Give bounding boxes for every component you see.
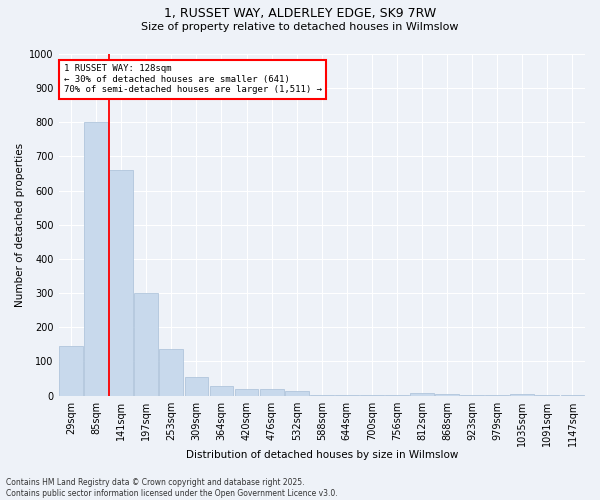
Text: 1, RUSSET WAY, ALDERLEY EDGE, SK9 7RW: 1, RUSSET WAY, ALDERLEY EDGE, SK9 7RW xyxy=(164,8,436,20)
Y-axis label: Number of detached properties: Number of detached properties xyxy=(15,142,25,307)
Bar xyxy=(360,395,384,396)
Bar xyxy=(385,395,409,396)
Bar xyxy=(285,391,308,396)
Text: Size of property relative to detached houses in Wilmslow: Size of property relative to detached ho… xyxy=(141,22,459,32)
Bar xyxy=(235,390,259,396)
Bar xyxy=(209,386,233,396)
Bar xyxy=(84,122,108,396)
Bar xyxy=(160,350,183,396)
X-axis label: Distribution of detached houses by size in Wilmslow: Distribution of detached houses by size … xyxy=(185,450,458,460)
Text: 1 RUSSET WAY: 128sqm
← 30% of detached houses are smaller (641)
70% of semi-deta: 1 RUSSET WAY: 128sqm ← 30% of detached h… xyxy=(64,64,322,94)
Bar xyxy=(109,170,133,396)
Bar xyxy=(59,346,83,396)
Bar xyxy=(335,395,359,396)
Text: Contains HM Land Registry data © Crown copyright and database right 2025.
Contai: Contains HM Land Registry data © Crown c… xyxy=(6,478,338,498)
Bar xyxy=(560,395,584,396)
Bar xyxy=(310,395,334,396)
Bar xyxy=(511,394,534,396)
Bar xyxy=(435,394,459,396)
Bar xyxy=(460,395,484,396)
Bar xyxy=(410,393,434,396)
Bar xyxy=(134,293,158,396)
Bar xyxy=(185,377,208,396)
Bar xyxy=(485,395,509,396)
Bar xyxy=(260,390,284,396)
Bar xyxy=(535,395,559,396)
